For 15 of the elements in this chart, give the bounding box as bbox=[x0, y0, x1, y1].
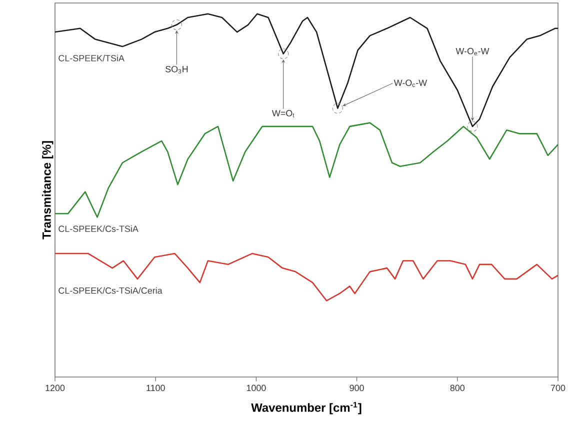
x-tick-label: 1100 bbox=[146, 384, 165, 392]
x-axis-title: Wavenumber [cm$^{-1}$] bbox=[251, 402, 362, 414]
annotation: W=O$_{t}$ bbox=[272, 110, 294, 118]
annotation: SO$_{3}$H bbox=[166, 66, 188, 74]
series-label: CL-SPEEK/TSiA bbox=[58, 54, 124, 62]
x-tick-label: 800 bbox=[450, 384, 465, 392]
x-tick-label: 1200 bbox=[46, 384, 65, 392]
text: CL-SPEEK/Cs-TSiA/Ceria bbox=[58, 287, 162, 294]
series-label: CL-SPEEK/Cs-TSiA bbox=[58, 225, 138, 232]
y-axis-title: Transmitance [%] bbox=[42, 141, 54, 240]
x-tick-label: 1000 bbox=[246, 384, 266, 392]
x-tick-label: 900 bbox=[350, 384, 364, 392]
annotation: W-O$_{c}$-W bbox=[394, 80, 428, 87]
annotation: W-O$_{e}$-W bbox=[456, 48, 490, 56]
x-tick-label: 700 bbox=[550, 384, 566, 392]
